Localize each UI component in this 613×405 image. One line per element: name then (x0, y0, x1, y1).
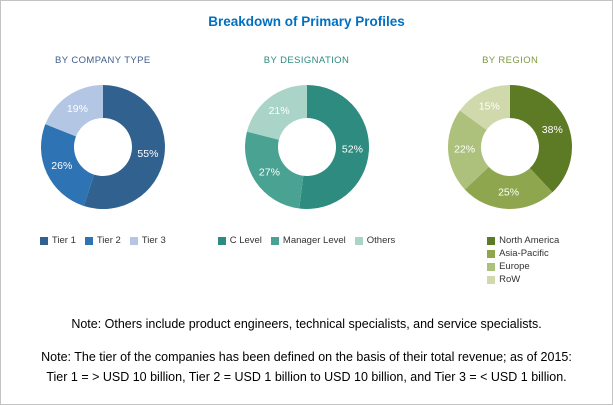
donut-slice-row (460, 85, 511, 130)
legend-swatch (270, 236, 279, 245)
legend-swatch (39, 236, 48, 245)
donut-svg: 55% 26% 19% (40, 85, 165, 209)
slice-label: 25% (498, 186, 519, 198)
donut-slice-north-america (510, 85, 573, 193)
legend-item-europe: Europe (487, 261, 559, 272)
legend-item-others: Others (354, 235, 396, 246)
legend-item-tier-2: Tier 2 (84, 235, 121, 246)
chart-heading-company-type: BY COMPANY TYPE (55, 55, 151, 66)
legend-swatch (487, 275, 496, 284)
legend-item-tier-1: Tier 1 (39, 235, 76, 246)
note-tiers: Note: The tier of the companies has been… (1, 347, 612, 387)
legend-item-row: RoW (487, 274, 559, 285)
legend-label: RoW (499, 274, 521, 285)
legend-item-asia-pacific: Asia-Pacific (487, 248, 559, 259)
donut-slice-europe (448, 110, 490, 190)
slice-label: 19% (67, 103, 88, 115)
chart-column-designation: BY DESIGNATION 52% 27% 21% C Level Manager … (205, 55, 409, 285)
donut-chart-region: 38% 25% 22% 15% (435, 66, 585, 227)
legend-swatch (217, 236, 226, 245)
chart-heading-region: BY REGION (482, 55, 539, 66)
chart-heading-designation: BY DESIGNATION (263, 55, 350, 66)
slice-label: 27% (258, 166, 279, 178)
donut-slice-c-level (298, 85, 369, 209)
legend-item-tier-3: Tier 3 (129, 235, 166, 246)
legend-item-north-america: North America (487, 235, 559, 246)
legend-label: Others (366, 235, 396, 246)
slice-label: 55% (137, 148, 158, 160)
legend-swatch (129, 236, 138, 245)
legend-swatch (84, 236, 93, 245)
legend-swatch (487, 262, 496, 271)
legend-label: North America (499, 235, 560, 246)
legend-region: North America Asia-Pacific Europe RoW (487, 235, 559, 285)
legend-swatch (354, 236, 363, 245)
legend-label: Europe (499, 261, 530, 272)
legend-label: Tier 1 (51, 235, 76, 246)
donut-slice-tier-3 (45, 85, 103, 137)
note-others: Note: Others include product engineers, … (71, 317, 542, 331)
page-title: Breakdown of Primary Profiles (208, 14, 405, 29)
legend-label: Asia-Pacific (499, 248, 549, 259)
donut-slice-asia-pacific (464, 166, 553, 210)
slice-label: 15% (479, 100, 500, 112)
note-tiers-line1: Note: The tier of the companies has been… (41, 350, 572, 364)
donut-chart-company-type: 55% 26% 19% (28, 66, 178, 227)
charts-row: BY COMPANY TYPE 55% 26% 19% Tier 1 Tier 2 Ti… (1, 55, 612, 285)
legend-label: C Level (229, 235, 262, 246)
slice-label: 52% (341, 144, 362, 156)
legend-company-type: Tier 1 Tier 2 Tier 3 (39, 235, 166, 246)
slice-label: 38% (542, 124, 563, 136)
slice-label: 21% (268, 105, 289, 117)
note-tiers-line2: Tier 1 = > USD 10 billion, Tier 2 = USD … (46, 370, 567, 384)
donut-slice-manager-level (244, 131, 303, 209)
legend-swatch (487, 249, 496, 258)
slice-label: 22% (454, 144, 475, 156)
legend-item-c-level: C Level (217, 235, 262, 246)
legend-label: Tier 2 (96, 235, 121, 246)
chart-column-region: BY REGION 38% 25% 22% 15% North America Asia… (408, 55, 612, 285)
donut-svg: 52% 27% 21% (244, 85, 369, 209)
donut-slice-others (246, 85, 307, 140)
donut-chart-designation: 52% 27% 21% (232, 66, 382, 227)
legend-designation: C Level Manager Level Others (217, 235, 396, 246)
donut-slice-tier-2 (40, 124, 94, 206)
slice-label: 26% (51, 160, 72, 172)
chart-column-company-type: BY COMPANY TYPE 55% 26% 19% Tier 1 Tier 2 Ti… (1, 55, 205, 285)
legend-label: Tier 3 (141, 235, 166, 246)
donut-svg: 38% 25% 22% 15% (448, 85, 573, 210)
donut-slice-tier-1 (83, 85, 165, 209)
legend-item-manager-level: Manager Level (270, 235, 346, 246)
legend-label: Manager Level (282, 235, 346, 246)
legend-swatch (487, 236, 496, 245)
